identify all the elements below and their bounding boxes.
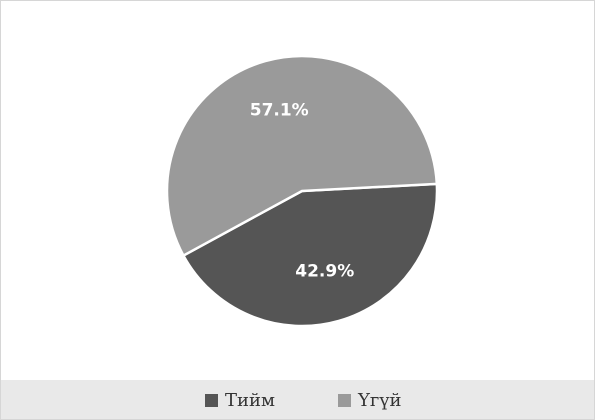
- legend-label: Үгүй: [357, 390, 401, 411]
- pie-slice: [165, 54, 439, 258]
- legend-label: Тийм: [225, 390, 275, 411]
- pie-slice: [181, 182, 439, 328]
- legend-swatch: [205, 394, 218, 407]
- value-label: 42.9%: [295, 262, 354, 282]
- value-label: 57.1%: [250, 100, 309, 120]
- legend-band: [1, 380, 594, 419]
- legend-swatch: [338, 394, 351, 407]
